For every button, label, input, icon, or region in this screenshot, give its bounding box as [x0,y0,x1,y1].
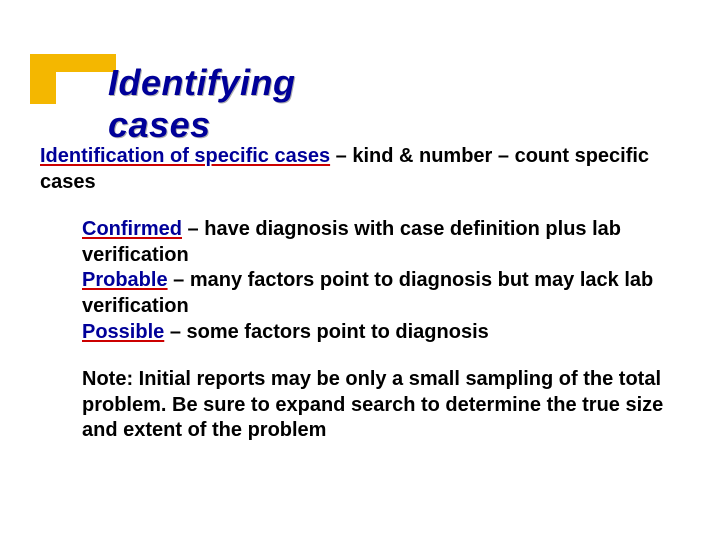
intro-label: Identification of specific cases [40,145,330,167]
probable-rest: – many factors point to diagnosis but ma… [82,269,653,317]
corner-decoration [30,54,116,104]
possible-line: Possible – some factors point to diagnos… [82,320,690,346]
slide-title: Identifying cases [108,62,296,146]
definitions-block: Confirmed – have diagnosis with case def… [82,217,690,345]
possible-rest: – some factors point to diagnosis [164,321,489,343]
corner-decoration-horz [30,54,116,72]
possible-label: Possible [82,321,164,343]
slide-body: Identification of specific cases – kind … [40,144,690,466]
note-text: Note: Initial reports may be only a smal… [82,368,663,441]
confirmed-line: Confirmed – have diagnosis with case def… [82,217,690,268]
probable-label: Probable [82,269,168,291]
probable-line: Probable – many factors point to diagnos… [82,268,690,319]
confirmed-label: Confirmed [82,218,182,240]
note-paragraph: Note: Initial reports may be only a smal… [82,367,690,444]
intro-paragraph: Identification of specific cases – kind … [40,144,690,195]
